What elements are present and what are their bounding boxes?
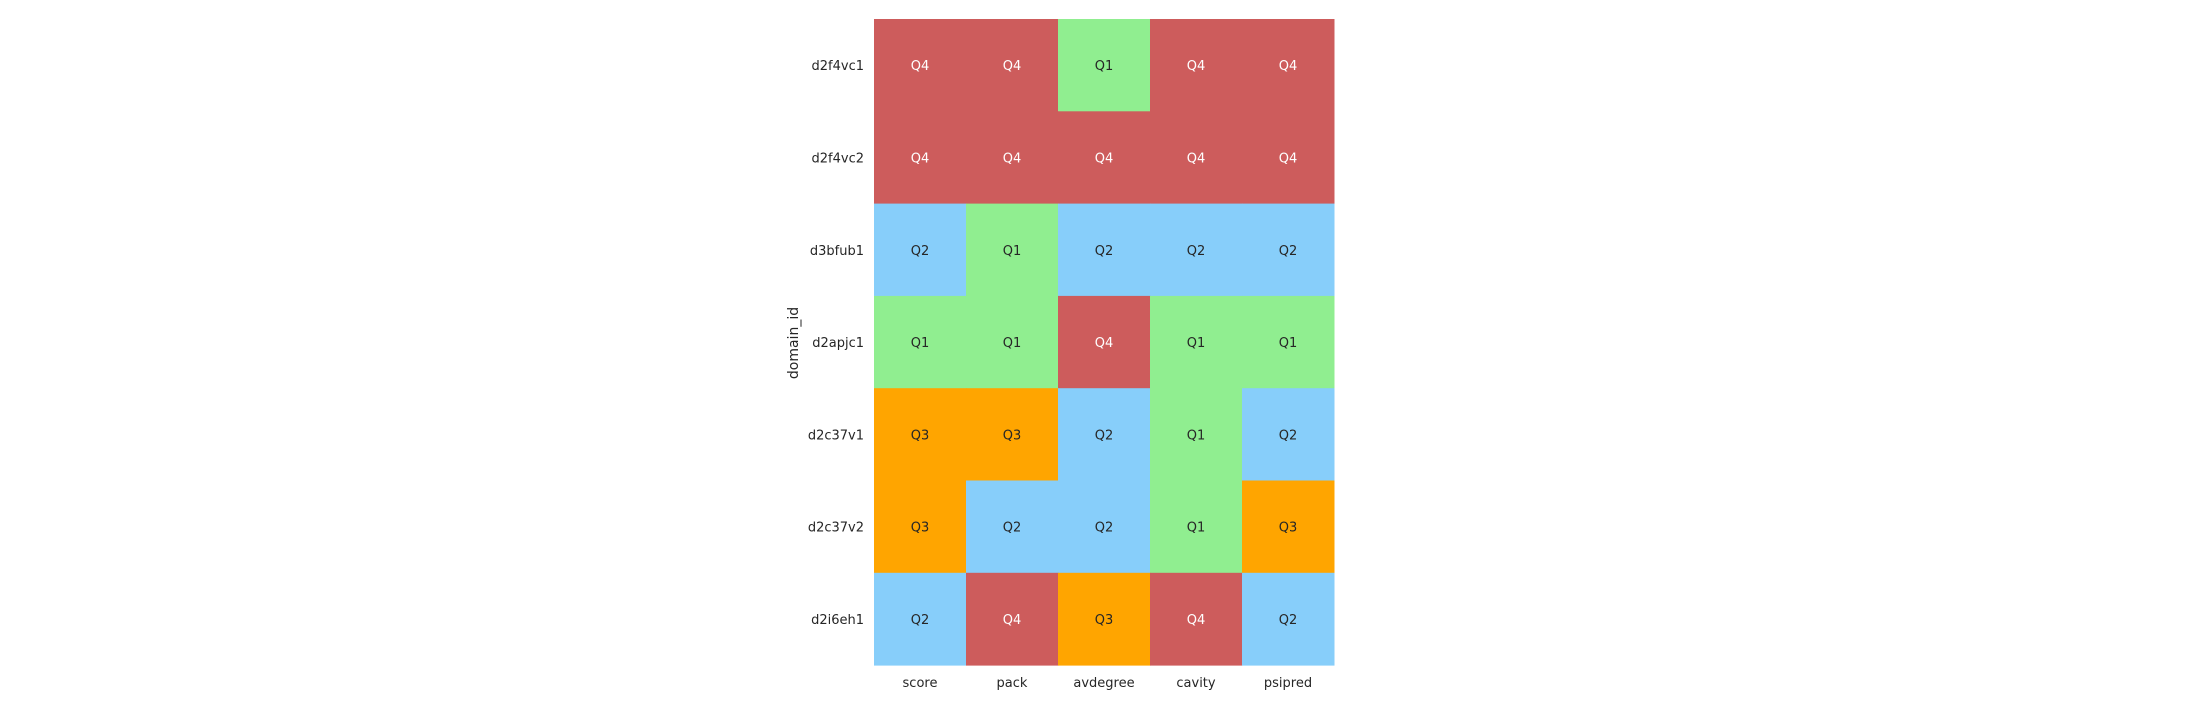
cell-label-d2c37v1-avdegree: Q2 <box>1095 428 1114 443</box>
row-tick-label-d2f4vc2: d2f4vc2 <box>812 151 864 166</box>
cell-label-d3bfub1-score: Q2 <box>911 244 930 259</box>
heatmap-cell-d2f4vc2-avdegree <box>1058 111 1151 205</box>
heatmap-cell-d2f4vc2-score <box>874 111 967 205</box>
y-axis-label: domain_id <box>786 307 802 379</box>
cell-label-d2c37v2-cavity: Q1 <box>1187 521 1206 536</box>
column-tick-label-cavity: cavity <box>1176 676 1216 691</box>
cell-label-d3bfub1-psipred: Q2 <box>1279 244 1298 259</box>
row-tick-label-d2c37v2: d2c37v2 <box>808 521 864 536</box>
row-tick-label-d2apjc1: d2apjc1 <box>812 336 864 351</box>
heatmap-cell-d2c37v1-cavity <box>1150 388 1243 481</box>
cell-label-d2apjc1-score: Q1 <box>911 336 930 351</box>
cell-label-d2c37v1-psipred: Q2 <box>1279 428 1298 443</box>
cell-label-d3bfub1-cavity: Q2 <box>1187 244 1206 259</box>
heatmap-cell-d2f4vc1-avdegree <box>1058 19 1151 112</box>
heatmap-cell-d3bfub1-score <box>874 203 967 297</box>
column-tick-label-score: score <box>903 676 938 691</box>
column-tick-label-pack: pack <box>997 676 1028 691</box>
heatmap-cell-d2apjc1-psipred <box>1242 295 1335 389</box>
heatmap-cell-d2f4vc1-psipred <box>1242 19 1335 112</box>
heatmap-cell-d2apjc1-pack <box>966 295 1059 389</box>
heatmap-cell-d3bfub1-cavity <box>1150 203 1243 297</box>
cell-label-d2c37v1-cavity: Q1 <box>1187 428 1206 443</box>
cell-label-d2f4vc1-score: Q4 <box>911 59 930 74</box>
cell-label-d2f4vc2-avdegree: Q4 <box>1095 151 1114 166</box>
heatmap-cell-d2apjc1-cavity <box>1150 295 1243 389</box>
heatmap-cell-d2f4vc1-cavity <box>1150 19 1243 112</box>
column-tick-label-avdegree: avdegree <box>1073 676 1134 691</box>
row-tick-label-d2i6eh1: d2i6eh1 <box>811 613 864 628</box>
heatmap-cell-d2c37v1-psipred <box>1242 388 1335 481</box>
cell-label-d2f4vc1-cavity: Q4 <box>1187 59 1206 74</box>
cell-label-d2f4vc2-score: Q4 <box>911 151 930 166</box>
cell-label-d2f4vc2-psipred: Q4 <box>1279 151 1298 166</box>
heatmap-cell-d2apjc1-avdegree <box>1058 295 1151 389</box>
cell-label-d2c37v2-score: Q3 <box>911 521 930 536</box>
heatmap-cell-d2f4vc1-pack <box>966 19 1059 112</box>
heatmap-cell-d2f4vc2-psipred <box>1242 111 1335 205</box>
cell-label-d2apjc1-pack: Q1 <box>1003 336 1022 351</box>
cells-layer <box>874 19 1335 666</box>
heatmap-cell-d2i6eh1-score <box>874 572 967 666</box>
cell-label-d2apjc1-cavity: Q1 <box>1187 336 1206 351</box>
row-tick-label-d3bfub1: d3bfub1 <box>810 244 864 259</box>
cell-label-d2f4vc1-avdegree: Q1 <box>1095 59 1114 74</box>
heatmap-cell-d2c37v2-avdegree <box>1058 480 1151 574</box>
cell-label-d2c37v2-pack: Q2 <box>1003 521 1022 536</box>
heatmap-cell-d2apjc1-score <box>874 295 967 389</box>
heatmap-cell-d2c37v2-cavity <box>1150 480 1243 574</box>
cell-label-d2c37v2-avdegree: Q2 <box>1095 521 1114 536</box>
cell-label-d2c37v1-pack: Q3 <box>1003 428 1022 443</box>
cell-label-d2c37v2-psipred: Q3 <box>1279 521 1298 536</box>
heatmap-cell-d3bfub1-avdegree <box>1058 203 1151 297</box>
cell-label-d2i6eh1-score: Q2 <box>911 613 930 628</box>
heatmap-cell-d2c37v1-pack <box>966 388 1059 481</box>
cell-label-d2i6eh1-avdegree: Q3 <box>1095 613 1114 628</box>
heatmap-cell-d2c37v1-avdegree <box>1058 388 1151 481</box>
cell-label-d3bfub1-avdegree: Q2 <box>1095 244 1114 259</box>
row-tick-label-d2c37v1: d2c37v1 <box>808 428 864 443</box>
cell-label-d2apjc1-psipred: Q1 <box>1279 336 1298 351</box>
heatmap-cell-d2i6eh1-pack <box>966 572 1059 666</box>
cell-label-d2i6eh1-psipred: Q2 <box>1279 613 1298 628</box>
cell-label-d3bfub1-pack: Q1 <box>1003 244 1022 259</box>
heatmap-cell-d2i6eh1-psipred <box>1242 572 1335 666</box>
row-tick-labels: d2f4vc1 d2f4vc2 d3bfub1 d2apjc1 d2c37v1 d2c37… <box>808 59 864 628</box>
heatmap-cell-d3bfub1-psipred <box>1242 203 1335 297</box>
cell-labels-layer: Q4 Q4 Q1 Q4 Q4 Q4 Q4 Q4 Q4 Q4 Q2 Q1 Q2 Q2 Q2 Q1 Q1 Q4 Q1 Q1… <box>911 59 1298 628</box>
cell-label-d2f4vc1-pack: Q4 <box>1003 59 1022 74</box>
cell-label-d2apjc1-avdegree: Q4 <box>1095 336 1114 351</box>
heatmap-cell-d2i6eh1-cavity <box>1150 572 1243 666</box>
column-tick-labels: score pack avdegree cavity psipred <box>903 676 1313 691</box>
heatmap-cell-d2c37v2-pack <box>966 480 1059 574</box>
cell-label-d2f4vc1-psipred: Q4 <box>1279 59 1298 74</box>
cell-label-d2f4vc2-pack: Q4 <box>1003 151 1022 166</box>
heatmap-cell-d2i6eh1-avdegree <box>1058 572 1151 666</box>
cell-label-d2f4vc2-cavity: Q4 <box>1187 151 1206 166</box>
cell-label-d2c37v1-score: Q3 <box>911 428 930 443</box>
row-tick-label-d2f4vc1: d2f4vc1 <box>812 59 864 74</box>
cell-label-d2i6eh1-cavity: Q4 <box>1187 613 1206 628</box>
heatmap-cell-d2f4vc1-score <box>874 19 967 112</box>
heatmap-cell-d2c37v2-score <box>874 480 967 574</box>
column-tick-label-psipred: psipred <box>1264 676 1312 691</box>
heatmap-cell-d3bfub1-pack <box>966 203 1059 297</box>
heatmap-cell-d2c37v2-psipred <box>1242 480 1335 574</box>
cell-label-d2i6eh1-pack: Q4 <box>1003 613 1022 628</box>
heatmap-cell-d2f4vc2-cavity <box>1150 111 1243 205</box>
heatmap-cell-d2f4vc2-pack <box>966 111 1059 205</box>
heatmap-cell-d2c37v1-score <box>874 388 967 481</box>
